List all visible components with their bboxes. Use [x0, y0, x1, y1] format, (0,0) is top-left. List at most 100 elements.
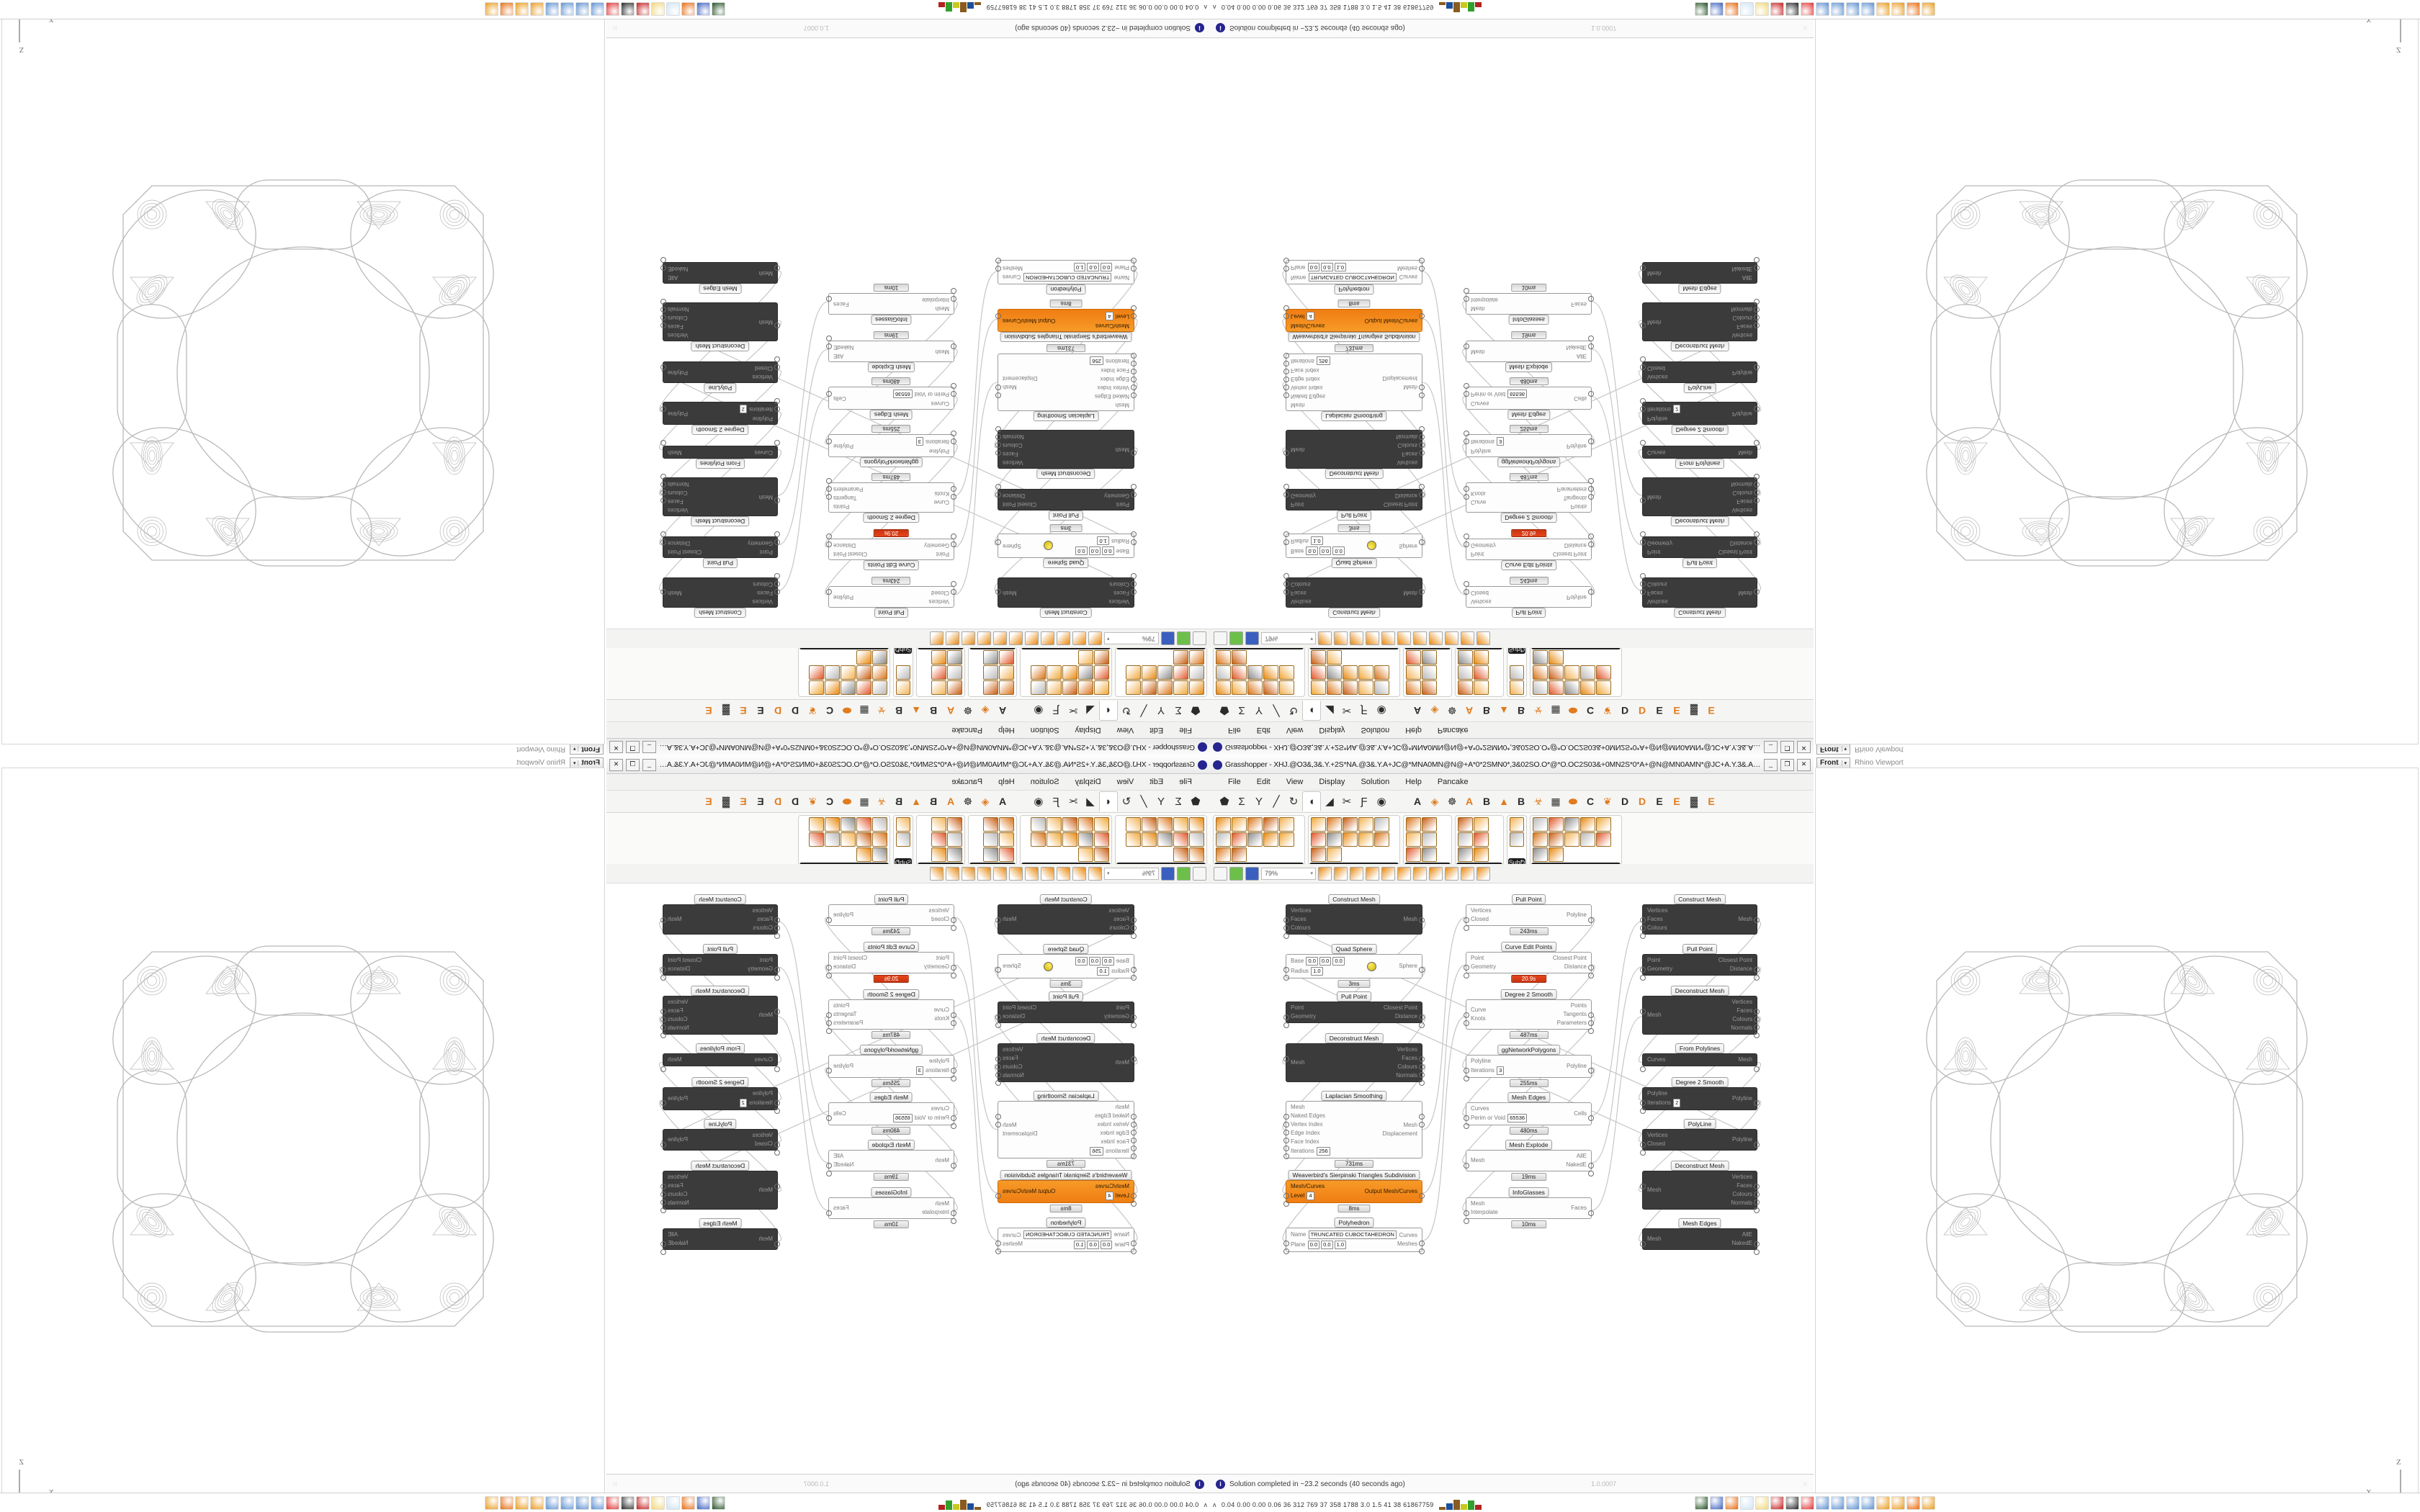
ribbon-category-4[interactable]: B — [929, 796, 938, 807]
gh-param-radius[interactable]: 1.0 — [1311, 536, 1323, 545]
gh-output-output-mesh-curves[interactable]: Output Mesh/Curves — [1364, 1188, 1417, 1194]
ribbon-icon-util-3[interactable] — [825, 680, 840, 695]
ribbon-icon-subd-0[interactable] — [1510, 680, 1524, 695]
menu-item-help[interactable]: Help — [1405, 778, 1422, 786]
ribbon-icon-util-0[interactable] — [1533, 680, 1548, 695]
ribbon-icon-util-1[interactable] — [856, 680, 871, 695]
ribbon-icon-util-4[interactable] — [809, 680, 824, 695]
gh-node-body[interactable]: Mesh AllE NakedE — [1464, 1150, 1594, 1176]
ribbon-icon-util-0[interactable] — [1533, 817, 1548, 832]
ribbon-icon-util-11[interactable] — [1549, 847, 1564, 862]
gh-input-interpolate[interactable]: Interpolate — [1471, 1209, 1498, 1215]
ribbon-icon-grid-2[interactable] — [999, 832, 1014, 847]
gh-output-pin[interactable] — [1419, 384, 1425, 390]
gh-preview-swatch[interactable] — [1367, 541, 1377, 551]
gh-param-perim[interactable]: 65536 — [892, 1114, 913, 1122]
ribbon-icon-primitive-0[interactable] — [1458, 817, 1473, 832]
gh-input-iterations[interactable]: Iterations 2 — [1647, 405, 1681, 413]
resize-grip[interactable]: ⁙ — [1802, 24, 1808, 32]
save-icon[interactable] — [1245, 631, 1259, 646]
menu-item-display[interactable]: Display — [1075, 726, 1101, 734]
gh-output-pin[interactable] — [1419, 1193, 1425, 1199]
ribbon-tab-7[interactable]: ✂ — [1068, 796, 1078, 808]
gh-output-alle[interactable]: AllE — [1742, 274, 1752, 281]
gh-output-pin[interactable] — [660, 257, 666, 263]
ribbon-icon-freeform-8[interactable] — [1047, 832, 1062, 847]
new-file-icon[interactable] — [1214, 631, 1227, 646]
menu-item-view[interactable]: View — [1286, 726, 1304, 734]
gh-input-interpolate[interactable]: Interpolate — [922, 297, 949, 303]
ribbon-icon-analysis-11[interactable] — [1232, 847, 1247, 862]
gh-output-pin[interactable] — [826, 1068, 832, 1074]
gh-output-colours[interactable]: Colours — [1397, 442, 1417, 449]
gh-node-mesh-explode[interactable]: Mesh Explode Mesh AllE NakedE 19ms — [1464, 1140, 1594, 1181]
gh-output-pin[interactable] — [660, 474, 666, 480]
taskbar-item-folder-icon-4[interactable] — [651, 2, 665, 17]
open-folder-icon[interactable] — [1229, 866, 1243, 881]
gh-input-face-index[interactable]: Face Index — [1101, 1138, 1129, 1145]
ribbon-tab-4[interactable]: ↻ — [1289, 796, 1299, 808]
sketch-icon[interactable] — [1445, 866, 1458, 881]
gh-output-nakede[interactable]: NakedE — [668, 266, 689, 272]
gh-param-iterations[interactable]: 2 — [1673, 405, 1681, 413]
maximize-button[interactable]: ❐ — [626, 758, 640, 771]
menu-item-display[interactable]: Display — [1319, 726, 1345, 734]
gh-output-polyline[interactable]: Polyline — [668, 1136, 689, 1143]
gh-output-pin[interactable] — [1588, 589, 1594, 595]
ribbon-category-2[interactable]: ☸ — [963, 705, 973, 717]
gh-param-radius[interactable]: 1.0 — [1097, 967, 1109, 976]
gh-output-curves[interactable]: Curves — [1003, 1232, 1021, 1238]
gh-input-pin[interactable] — [1464, 1076, 1469, 1081]
gh-input-edge-index[interactable]: Edge Index — [1291, 376, 1320, 382]
expand-caret-icon[interactable]: ‣ — [1520, 647, 1523, 652]
gh-input-geometry[interactable]: Geometry — [747, 540, 773, 546]
gh-input-pin[interactable] — [1283, 1022, 1289, 1028]
gh-input-pin[interactable] — [1640, 364, 1646, 370]
ribbon-icon-util-5[interactable] — [872, 665, 887, 680]
gh-output-pin[interactable] — [660, 589, 666, 595]
gh-output-pin[interactable] — [995, 426, 1001, 432]
gh-input-level[interactable]: Level 4 — [1291, 312, 1325, 320]
gh-output-output-mesh-curves[interactable]: Output Mesh/Curves — [1364, 318, 1417, 324]
gh-output-pin[interactable] — [1754, 482, 1760, 487]
gh-output-pin[interactable] — [826, 589, 832, 595]
gh-node-deconstruct-mesh[interactable]: Deconstruct Mesh Mesh Vertices Faces Colours… — [660, 474, 780, 526]
gh-output-pin[interactable] — [1754, 1184, 1760, 1189]
gh-output-pin[interactable] — [660, 1142, 666, 1148]
gh-input-pin[interactable] — [1131, 266, 1137, 271]
gh-output-nakede[interactable]: NakedE — [668, 1240, 689, 1246]
gh-output-pin[interactable] — [660, 1009, 666, 1014]
gh-param-perim[interactable]: 65536 — [1507, 1114, 1528, 1122]
gh-input-pin[interactable] — [1640, 498, 1646, 503]
gh-input-pin[interactable] — [951, 288, 956, 294]
gh-input-perim-or-void[interactable]: Perim or Void 65536 — [892, 1114, 949, 1122]
gh-node-body[interactable]: Point Geometry Closest Point Distance — [660, 531, 780, 558]
gh-input-level[interactable]: Level 4 — [1095, 1192, 1129, 1200]
ribbon-icon-grid-4[interactable] — [999, 847, 1014, 862]
gh-input-pin[interactable] — [1131, 1122, 1137, 1128]
gh-input-pin[interactable] — [1283, 384, 1289, 390]
menu-item-file[interactable]: File — [1179, 778, 1192, 786]
gh-input-vertices[interactable]: Vertices — [928, 907, 949, 914]
taskbar-item-palette-icon-11[interactable] — [1861, 2, 1875, 17]
gh-input-mesh[interactable]: Mesh — [1115, 446, 1129, 453]
gh-input-mesh-curves[interactable]: Mesh/Curves — [1291, 1183, 1325, 1189]
ribbon-icon-freeform-0[interactable] — [1311, 680, 1326, 695]
ribbon-category-11[interactable]: ❦ — [808, 795, 817, 807]
ribbon-tab-8[interactable]: Ƒ — [1361, 704, 1368, 717]
gh-node-body[interactable]: Vertices Faces Colours Mesh — [995, 904, 1137, 939]
ribbon-icon-analysis-2[interactable] — [1157, 817, 1173, 832]
ribbon-icon-util-7[interactable] — [1564, 832, 1579, 847]
ribbon-icon-analysis-4[interactable] — [1279, 680, 1294, 695]
gh-node-body[interactable]: Polyline Iterations 3 Polyline — [826, 1055, 956, 1081]
gh-output-pin[interactable] — [1419, 1080, 1425, 1086]
gh-output-pin[interactable] — [995, 1022, 1001, 1028]
maximize-button[interactable]: ❐ — [1780, 758, 1794, 771]
ribbon-category-7[interactable]: ☣ — [877, 705, 887, 717]
save-icon[interactable] — [1161, 866, 1175, 881]
ribbon-tab-8[interactable]: Ƒ — [1052, 704, 1059, 717]
gh-output-output-mesh-curves[interactable]: Output Mesh/Curves — [1003, 1188, 1056, 1194]
ribbon-category-10[interactable]: C — [1586, 705, 1595, 716]
